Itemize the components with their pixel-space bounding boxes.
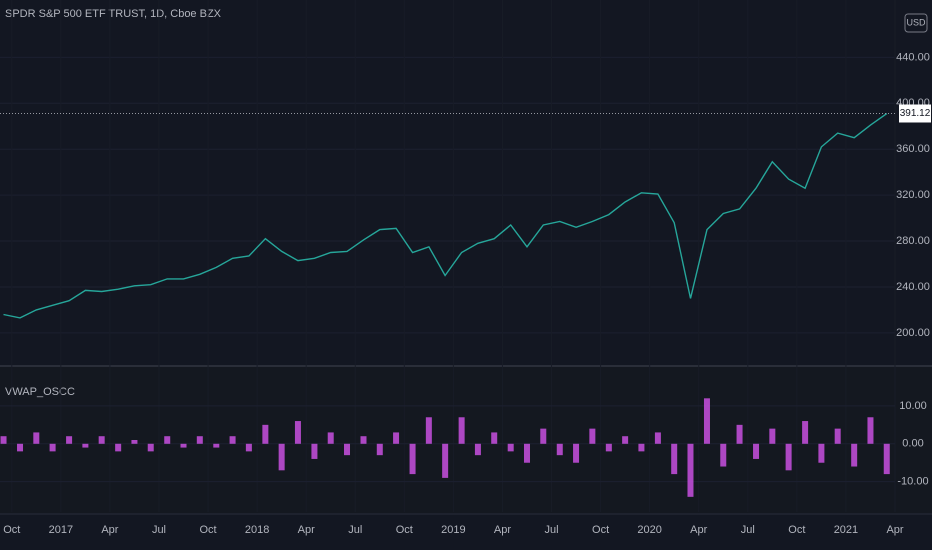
- oscillator-bar: [769, 428, 776, 444]
- x-tick-label: Oct: [396, 524, 413, 536]
- x-tick-label: Jul: [152, 524, 166, 536]
- oscillator-bar: [344, 443, 351, 456]
- oscillator-bar: [491, 432, 498, 444]
- oscillator-bar: [720, 443, 727, 467]
- oscillator-bar: [834, 428, 841, 444]
- oscillator-bar: [66, 436, 73, 444]
- x-tick-label: Oct: [3, 524, 20, 536]
- oscillator-bar: [245, 443, 252, 452]
- x-tick-label: Apr: [690, 524, 707, 536]
- oscillator-bar: [376, 443, 383, 456]
- x-tick-label: Oct: [592, 524, 609, 536]
- x-tick-label: 2020: [637, 524, 661, 536]
- x-tick-label: Apr: [886, 524, 903, 536]
- oscillator-bar: [589, 428, 596, 444]
- x-tick-label: 2021: [834, 524, 858, 536]
- oscillator-bar: [736, 424, 743, 444]
- x-tick-label: Apr: [101, 524, 118, 536]
- y-tick-label: 280.00: [896, 235, 930, 247]
- oscillator-bar: [278, 443, 285, 471]
- y-tick-label: 10.00: [899, 400, 927, 412]
- oscillator-bar: [753, 443, 760, 459]
- oscillator-bar: [474, 443, 481, 456]
- y-tick-label: 440.00: [896, 51, 930, 63]
- oscillator-bar: [540, 428, 547, 444]
- oscillator-bar: [654, 432, 661, 444]
- oscillator-bar: [82, 443, 89, 448]
- oscillator-bar: [0, 436, 7, 444]
- oscillator-bar: [425, 417, 432, 444]
- oscillator-bar: [33, 432, 40, 444]
- oscillator-bar: [785, 443, 792, 471]
- oscillator-bar: [360, 436, 367, 444]
- oscillator-bar: [131, 440, 138, 444]
- oscillator-bar: [622, 436, 629, 444]
- y-tick-label: 200.00: [896, 327, 930, 339]
- x-tick-label: 2018: [245, 524, 269, 536]
- oscillator-bar: [605, 443, 612, 452]
- oscillator-bar: [883, 443, 890, 475]
- oscillator-bar: [164, 436, 171, 444]
- oscillator-bar: [17, 443, 24, 452]
- oscillator-bar: [393, 432, 400, 444]
- oscillator-bar: [180, 443, 187, 448]
- oscillator-bar: [458, 417, 465, 444]
- oscillator-bar: [98, 436, 105, 444]
- oscillator-bar: [671, 443, 678, 475]
- oscillator-bar: [851, 443, 858, 467]
- price-line: [3, 113, 888, 319]
- x-tick-label: Jul: [741, 524, 755, 536]
- last-price-label: 391.12: [900, 108, 931, 119]
- oscillator-bar: [213, 443, 220, 448]
- oscillator-bar: [115, 443, 122, 452]
- oscillator-bar: [311, 443, 318, 459]
- x-tick-label: 2017: [49, 524, 73, 536]
- x-tick-label: Oct: [199, 524, 216, 536]
- oscillator-bar: [818, 443, 825, 463]
- last-price-box: [899, 104, 931, 123]
- y-tick-label: 320.00: [896, 189, 930, 201]
- currency-box[interactable]: [904, 13, 928, 33]
- oscillator-bar: [703, 398, 710, 444]
- oscillator-bar: [327, 432, 334, 444]
- oscillator-bar: [556, 443, 563, 456]
- chart-title: SPDR S&P 500 ETF TRUST, 1D, Cboe BZX: [5, 8, 222, 20]
- x-tick-label: Jul: [544, 524, 558, 536]
- x-tick-label: 2019: [441, 524, 465, 536]
- indicator-title: VWAP_OSCC: [5, 386, 75, 398]
- x-tick-label: Apr: [494, 524, 511, 536]
- currency[interactable]: USD: [906, 17, 926, 27]
- oscillator-bar: [229, 436, 236, 444]
- oscillator-bar: [802, 421, 809, 444]
- oscillator-bar: [409, 443, 416, 475]
- oscillator-bar: [573, 443, 580, 463]
- oscillator-bar: [196, 436, 203, 444]
- y-tick-label: 240.00: [896, 281, 930, 293]
- oscillator-bar: [442, 443, 449, 478]
- oscillator-bar: [523, 443, 530, 463]
- oscillator-pane: [0, 367, 932, 513]
- oscillator-bar: [147, 443, 154, 452]
- oscillator-bar: [507, 443, 514, 452]
- oscillator-bar: [638, 443, 645, 452]
- oscillator-bar: [294, 421, 301, 444]
- x-tick-label: Apr: [298, 524, 315, 536]
- oscillator-bar: [49, 443, 56, 452]
- y-tick-label: 0.00: [902, 438, 923, 450]
- y-tick-label: 360.00: [896, 143, 930, 155]
- oscillator-bar: [687, 443, 694, 497]
- x-tick-label: Jul: [348, 524, 362, 536]
- x-tick-label: Oct: [788, 524, 805, 536]
- oscillator-bar: [262, 424, 269, 444]
- oscillator-bar: [867, 417, 874, 444]
- y-tick-label: -10.00: [897, 476, 928, 488]
